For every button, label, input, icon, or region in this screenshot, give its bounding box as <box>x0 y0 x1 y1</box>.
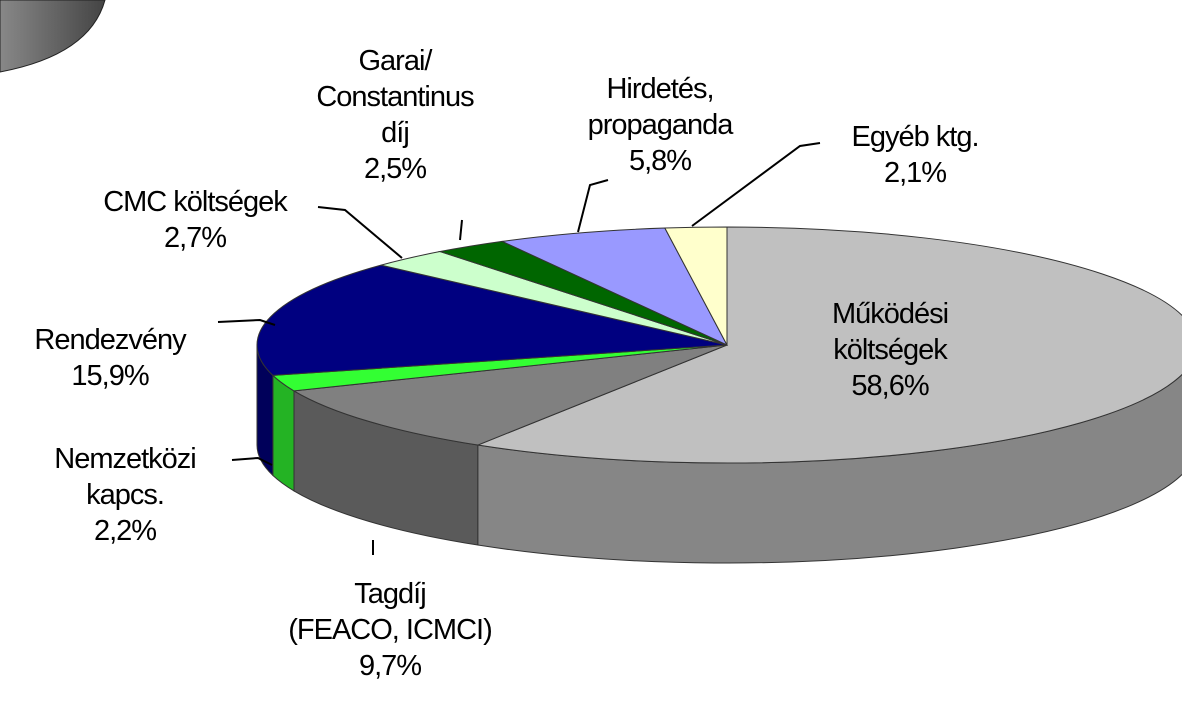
value-label: 2,1% <box>883 157 947 189</box>
slice <box>475 226 1182 464</box>
slice <box>256 264 728 376</box>
slice-label: Rendezvény 15,9% <box>34 322 186 394</box>
value-label: 9,7% <box>358 650 422 682</box>
leader-lines <box>217 142 821 555</box>
slice-label: Garai/ Constantinus díj 2,5% <box>316 43 474 187</box>
slice <box>292 344 728 446</box>
pie-tops <box>256 226 1182 464</box>
value-label: 58,6% <box>851 370 929 402</box>
slice-side <box>272 374 295 492</box>
value-label: 2,2% <box>93 515 157 547</box>
slice <box>500 227 729 347</box>
value-label: 2,7% <box>163 222 227 254</box>
slice-label: Egyéb ktg. 2,1% <box>851 119 979 191</box>
value-label: 5,8% <box>628 145 692 177</box>
slice-label: CMC költségek 2,7% <box>103 184 288 256</box>
category-label: CMC költségek <box>103 186 288 218</box>
category-label: Hirdetés, propaganda <box>587 73 734 141</box>
slice <box>664 226 728 346</box>
value-label: 2,5% <box>363 153 427 185</box>
slice-label: Működési költségek 58,6% <box>831 296 949 404</box>
category-label: Egyéb ktg. <box>851 121 979 153</box>
category-label: Működési költségek <box>831 298 949 366</box>
cut-off-shape <box>0 0 106 73</box>
category-label: Garai/ Constantinus díj <box>316 45 474 149</box>
slice-label: Tagdíj (FEACO, ICMCI) 9,7% <box>288 576 492 684</box>
slice-label: Hirdetés, propaganda 5,8% <box>587 71 734 179</box>
value-label: 15,9% <box>71 360 149 392</box>
slice-label: Nemzetközi kapcs. 2,2% <box>54 441 196 549</box>
category-label: Tagdíj (FEACO, ICMCI) <box>288 578 492 646</box>
category-label: Nemzetközi kapcs. <box>54 443 196 511</box>
category-label: Rendezvény <box>34 324 186 356</box>
